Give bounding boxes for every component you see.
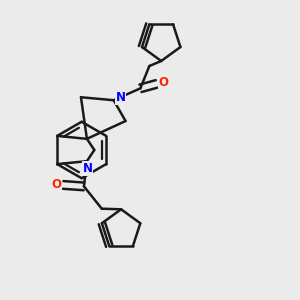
Text: N: N	[116, 91, 125, 104]
Text: O: O	[158, 76, 168, 89]
Text: O: O	[51, 178, 61, 191]
Text: N: N	[83, 162, 93, 175]
